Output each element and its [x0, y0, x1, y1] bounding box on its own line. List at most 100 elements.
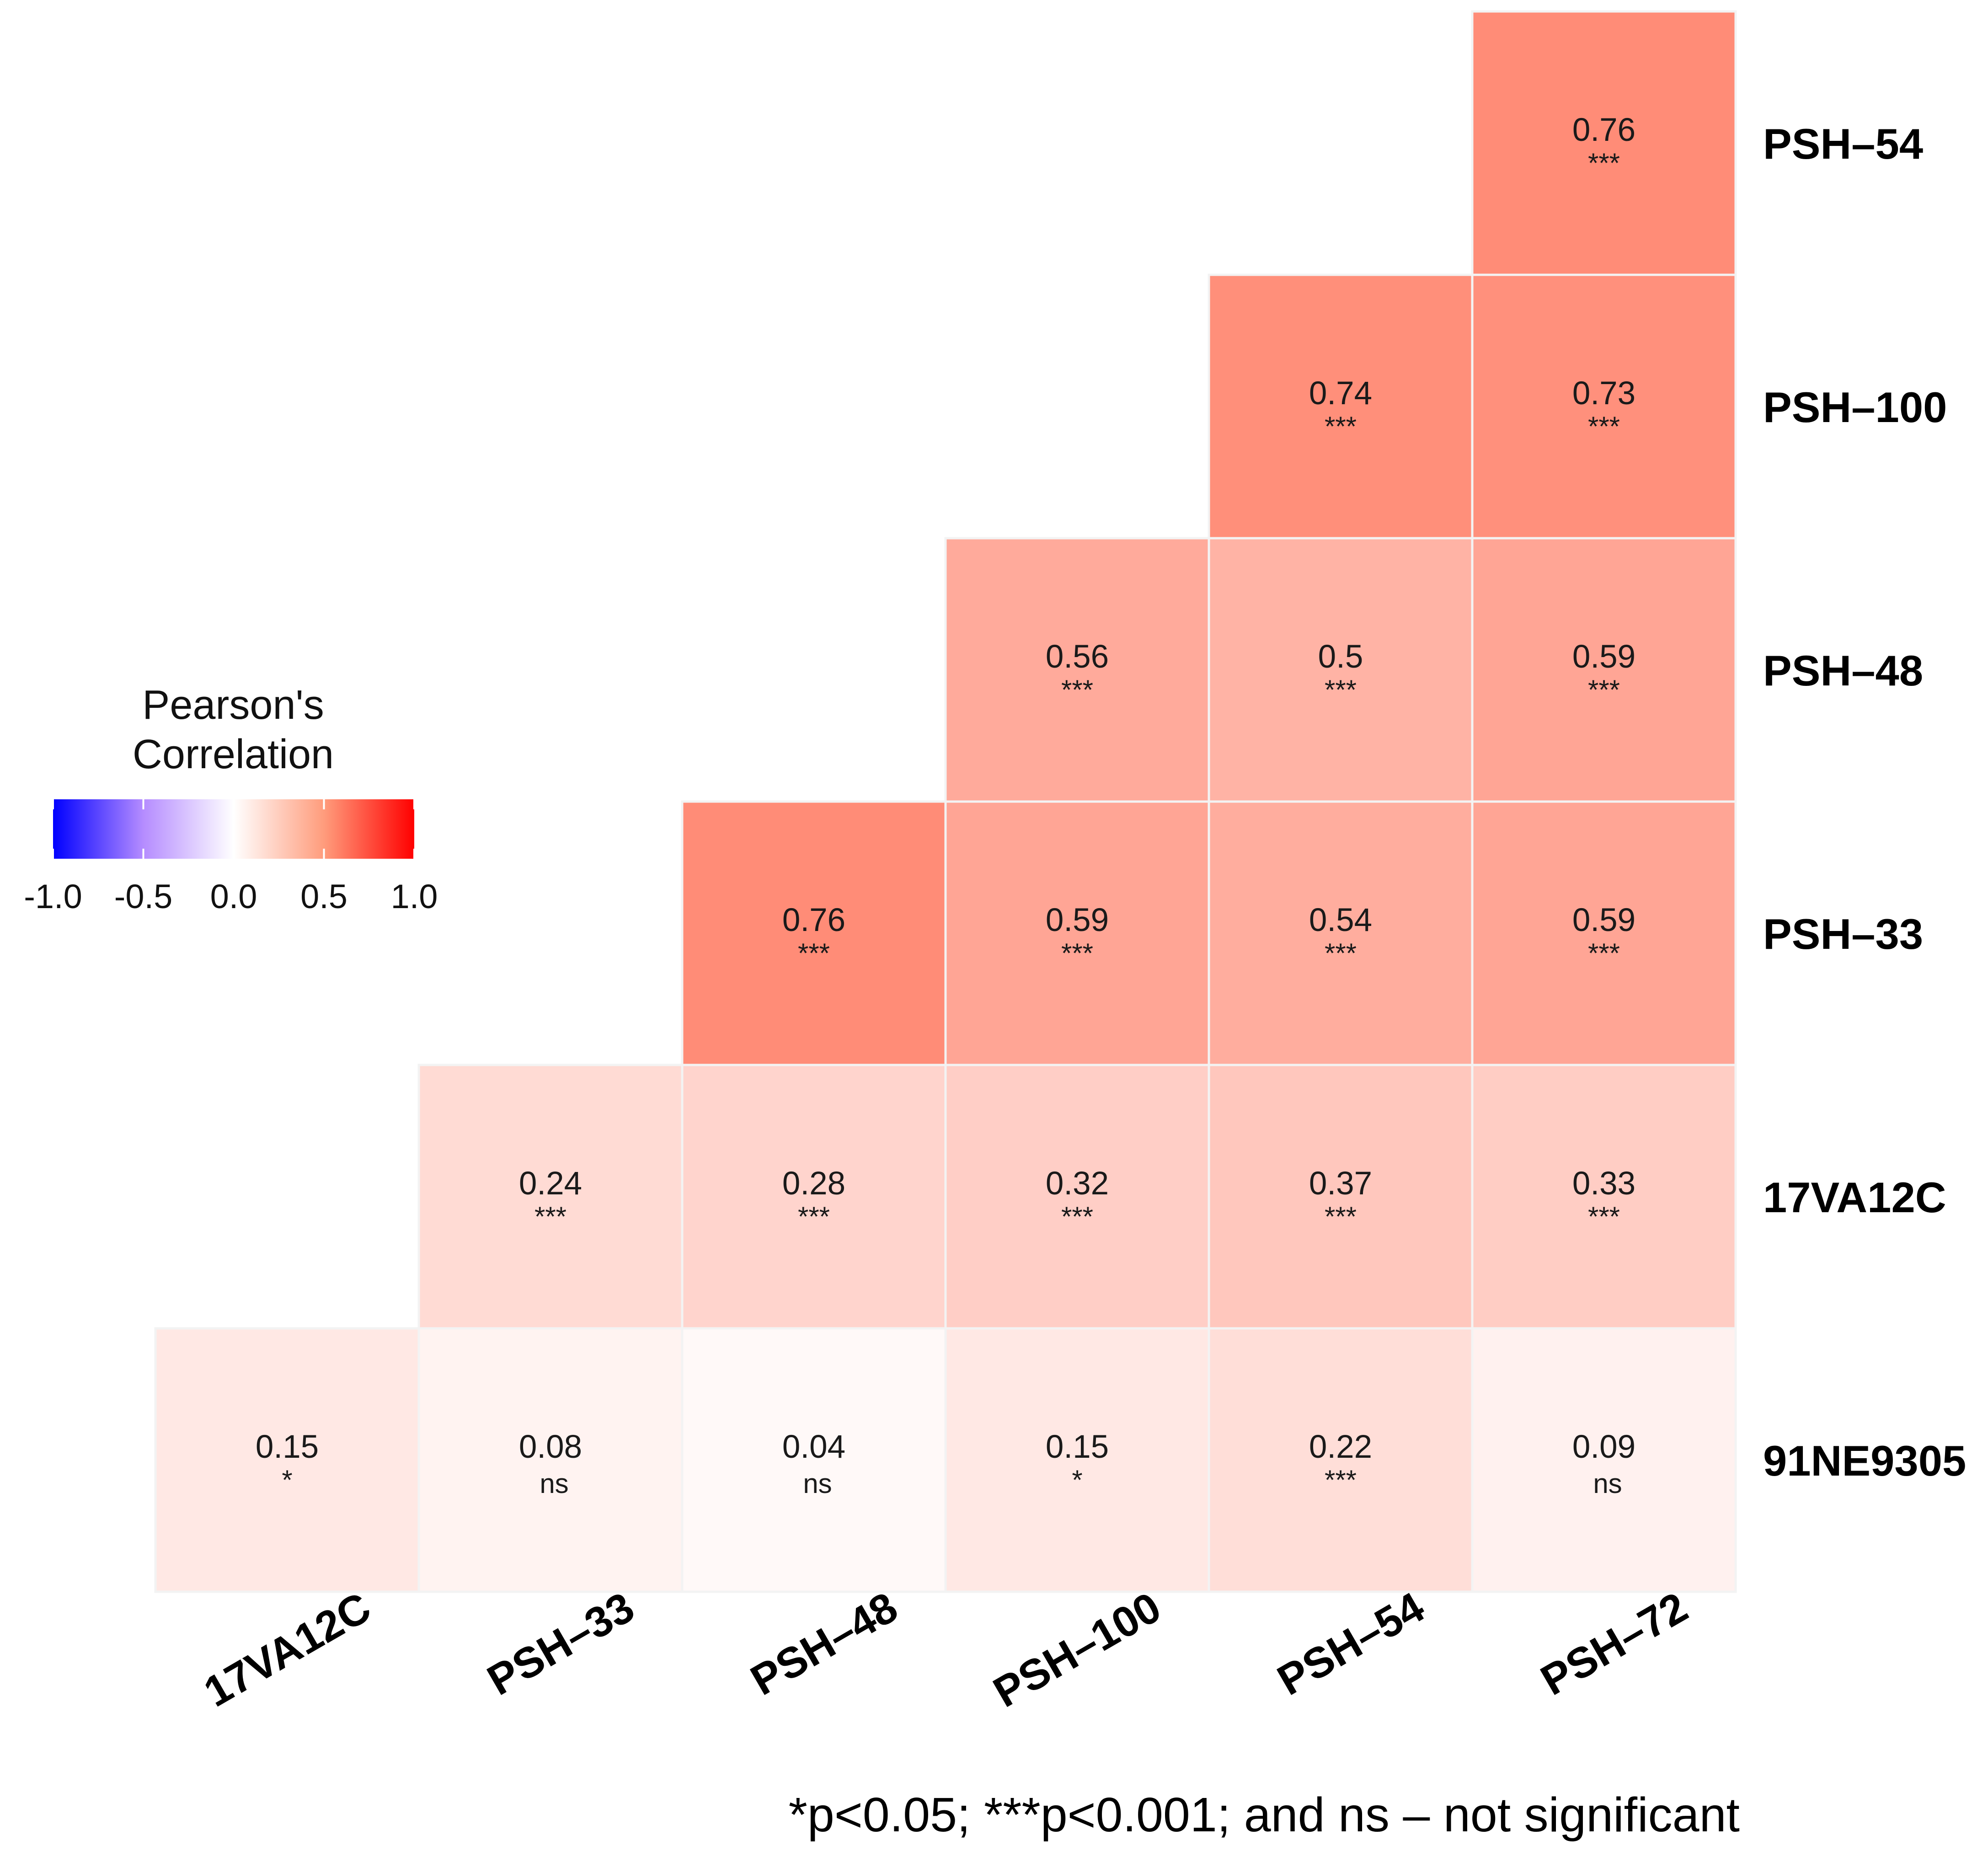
- legend-title-line2: Correlation: [133, 732, 334, 777]
- legend-tick-label: 1.0: [391, 877, 438, 915]
- cell-value-label: 0.08: [519, 1429, 582, 1465]
- heatmap-cell-rect: [1471, 1327, 1737, 1593]
- heatmap-cell: 0.59***: [1471, 537, 1737, 803]
- cell-significance-label: *: [282, 1465, 292, 1495]
- cell-value-label: 0.54: [1309, 902, 1372, 938]
- row-label: 91NE9305: [1763, 1437, 1966, 1485]
- legend-tick-label: 0.5: [300, 877, 347, 915]
- row-label: PSH–33: [1763, 910, 1923, 958]
- cell-value-label: 0.59: [1572, 639, 1635, 675]
- color-legend: Pearson's Correlation -1.0 -0.5 0.0 0.5 1.0: [24, 682, 438, 915]
- cell-significance-label: ns: [540, 1468, 568, 1499]
- cell-significance-label: ***: [534, 1201, 566, 1232]
- cell-value-label: 0.59: [1046, 902, 1109, 938]
- column-label: PSH–100: [985, 1583, 1169, 1716]
- cell-value-label: 0.32: [1046, 1166, 1109, 1202]
- cell-significance-label: ***: [798, 938, 830, 968]
- column-label: 17VA12C: [196, 1583, 379, 1716]
- heatmap-cell-rect: [944, 1327, 1210, 1593]
- legend-tick-label: 0.0: [210, 877, 257, 915]
- cell-value-label: 0.5: [1318, 639, 1363, 675]
- column-labels: 17VA12C PSH–33 PSH–48 PSH–100 PSH–54 PSH–72: [196, 1583, 1695, 1716]
- cell-value-label: 0.15: [256, 1429, 319, 1465]
- cell-significance-label: ***: [1325, 674, 1357, 705]
- heatmap-cell-rect: [1471, 10, 1737, 276]
- heatmap-cell-rect: [944, 537, 1210, 803]
- cell-significance-label: ***: [1061, 938, 1093, 968]
- cell-significance-label: ns: [1593, 1468, 1622, 1499]
- cell-significance-label: ***: [1588, 674, 1620, 705]
- cell-value-label: 0.04: [782, 1429, 845, 1465]
- cell-significance-label: ***: [1061, 674, 1093, 705]
- legend-tick-label: -1.0: [24, 877, 82, 915]
- cell-value-label: 0.73: [1572, 375, 1635, 412]
- cell-significance-label: ***: [1325, 938, 1357, 968]
- heatmap-cell-rect: [681, 800, 947, 1066]
- cell-significance-label: ***: [1325, 1201, 1357, 1232]
- heatmap-cell: 0.73***: [1471, 273, 1737, 540]
- cell-value-label: 0.15: [1046, 1429, 1109, 1465]
- cell-value-label: 0.76: [1572, 112, 1635, 148]
- heatmap-cell: 0.15*: [154, 1327, 420, 1593]
- cell-significance-label: ***: [1061, 1201, 1093, 1232]
- cell-value-label: 0.24: [519, 1166, 582, 1202]
- row-labels: PSH–54 PSH–100 PSH–48 PSH–33 17VA12C 91NE9305: [1763, 120, 1966, 1485]
- heatmap-cell-rect: [417, 1327, 684, 1593]
- heatmap-cell: 0.28***: [681, 1064, 947, 1330]
- cell-significance-label: ***: [1588, 148, 1620, 178]
- heatmap-cell-rect: [1471, 800, 1737, 1066]
- cell-value-label: 0.37: [1309, 1166, 1372, 1202]
- cell-significance-label: ***: [1588, 938, 1620, 968]
- cell-value-label: 0.74: [1309, 375, 1372, 412]
- heatmap-cell: 0.54***: [1208, 800, 1474, 1066]
- cell-significance-label: ***: [1588, 411, 1620, 442]
- row-label: PSH–54: [1763, 120, 1923, 168]
- heatmap-cells: 0.76***0.74***0.73***0.56***0.5***0.59**…: [154, 10, 1737, 1593]
- heatmap-cell: 0.59***: [944, 800, 1210, 1066]
- column-label: PSH–54: [1269, 1583, 1432, 1704]
- heatmap-cell-rect: [417, 1064, 684, 1330]
- heatmap-cell: 0.59***: [1471, 800, 1737, 1066]
- heatmap-cell: 0.24***: [417, 1064, 684, 1330]
- heatmap-cell-rect: [681, 1064, 947, 1330]
- heatmap-cell: 0.22***: [1208, 1327, 1474, 1593]
- cell-significance-label: ***: [1325, 1465, 1357, 1495]
- heatmap-cell: 0.74***: [1208, 273, 1474, 540]
- cell-value-label: 0.76: [782, 902, 845, 938]
- significance-footnote: *p<0.05; ***p<0.001; and ns – not signif…: [789, 1788, 1740, 1842]
- row-label: PSH–100: [1763, 383, 1947, 431]
- heatmap-cell-rect: [1471, 1064, 1737, 1330]
- cell-significance-label: *: [1072, 1465, 1082, 1495]
- cell-significance-label: ***: [1588, 1201, 1620, 1232]
- row-label: 17VA12C: [1763, 1173, 1946, 1221]
- heatmap-cell-rect: [1208, 800, 1474, 1066]
- cell-value-label: 0.22: [1309, 1429, 1372, 1465]
- cell-value-label: 0.59: [1572, 902, 1635, 938]
- cell-value-label: 0.28: [782, 1166, 845, 1202]
- cell-value-label: 0.33: [1572, 1166, 1635, 1202]
- cell-significance-label: ns: [803, 1468, 832, 1499]
- legend-tick-label: -0.5: [114, 877, 173, 915]
- cell-value-label: 0.56: [1046, 639, 1109, 675]
- legend-title-line1: Pearson's: [142, 682, 324, 728]
- heatmap-cell-rect: [1471, 273, 1737, 540]
- cell-significance-label: ***: [1325, 411, 1357, 442]
- heatmap-cell: 0.76***: [1471, 10, 1737, 276]
- heatmap-cell-rect: [1471, 537, 1737, 803]
- heatmap-cell: 0.5***: [1208, 537, 1474, 803]
- column-label: PSH–33: [479, 1583, 642, 1704]
- heatmap-cell-rect: [1208, 1327, 1474, 1593]
- heatmap-cell: 0.37***: [1208, 1064, 1474, 1330]
- heatmap-cell-rect: [944, 1064, 1210, 1330]
- cell-significance-label: ***: [798, 1201, 830, 1232]
- legend-ticks: -1.0 -0.5 0.0 0.5 1.0: [24, 799, 438, 915]
- row-label: PSH–48: [1763, 647, 1923, 695]
- heatmap-cell-rect: [944, 800, 1210, 1066]
- heatmap-cell: 0.56***: [944, 537, 1210, 803]
- cell-value-label: 0.09: [1572, 1429, 1635, 1465]
- heatmap-cell: 0.32***: [944, 1064, 1210, 1330]
